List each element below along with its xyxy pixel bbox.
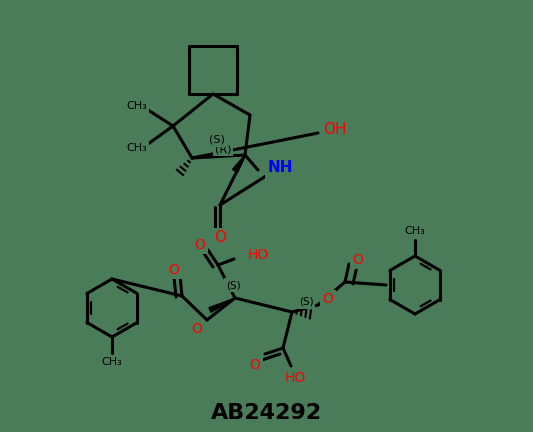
Polygon shape <box>209 298 235 312</box>
Text: (S): (S) <box>225 280 240 290</box>
Text: OH: OH <box>323 123 347 137</box>
Text: NH: NH <box>267 161 293 175</box>
Text: (S): (S) <box>298 297 313 307</box>
Text: CH₃: CH₃ <box>405 226 425 236</box>
Text: (R): (R) <box>215 144 231 154</box>
Polygon shape <box>232 155 245 173</box>
Text: (S): (S) <box>209 135 225 145</box>
Text: CH₃: CH₃ <box>102 357 123 367</box>
Text: CH₃: CH₃ <box>127 101 148 111</box>
Text: O: O <box>322 292 334 306</box>
Text: HO: HO <box>248 248 269 262</box>
Text: O: O <box>168 263 180 277</box>
Text: HO: HO <box>285 371 305 385</box>
Text: O: O <box>214 231 226 245</box>
Text: O: O <box>195 238 205 252</box>
Text: AB24292: AB24292 <box>211 403 321 423</box>
Text: CH₃: CH₃ <box>127 143 148 153</box>
Text: O: O <box>191 322 203 336</box>
Text: O: O <box>352 253 364 267</box>
Text: O: O <box>249 358 261 372</box>
